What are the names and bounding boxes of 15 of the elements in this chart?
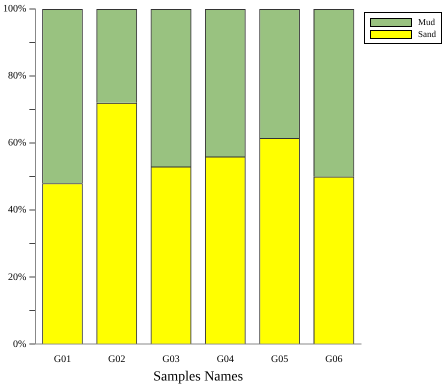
x-tick-label: G06 — [325, 354, 342, 365]
y-tick-label: 100% — [2, 4, 26, 15]
x-tick-label: G01 — [54, 354, 72, 365]
legend-label: Mud — [418, 16, 436, 28]
y-tick-label: 60% — [8, 138, 26, 149]
y-tick-label: 0% — [12, 338, 26, 350]
x-tick-label: G02 — [108, 354, 126, 365]
x-tick-label: G03 — [162, 354, 180, 365]
text: Sand — [418, 28, 436, 40]
y-tick-label: 80% — [8, 70, 26, 82]
x-axis-title: Samples Names — [153, 369, 244, 384]
x-tick-label: G04 — [216, 354, 234, 365]
x-tick-label: G05 — [270, 354, 288, 365]
y-tick-label: 40% — [8, 204, 26, 216]
y-tick-label: 20% — [8, 272, 26, 283]
